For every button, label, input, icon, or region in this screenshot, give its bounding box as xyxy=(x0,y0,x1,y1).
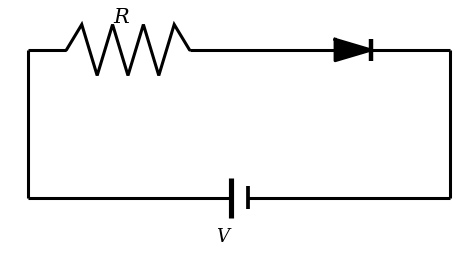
Polygon shape xyxy=(335,40,371,61)
Text: R: R xyxy=(113,8,129,27)
Text: V: V xyxy=(216,227,229,245)
